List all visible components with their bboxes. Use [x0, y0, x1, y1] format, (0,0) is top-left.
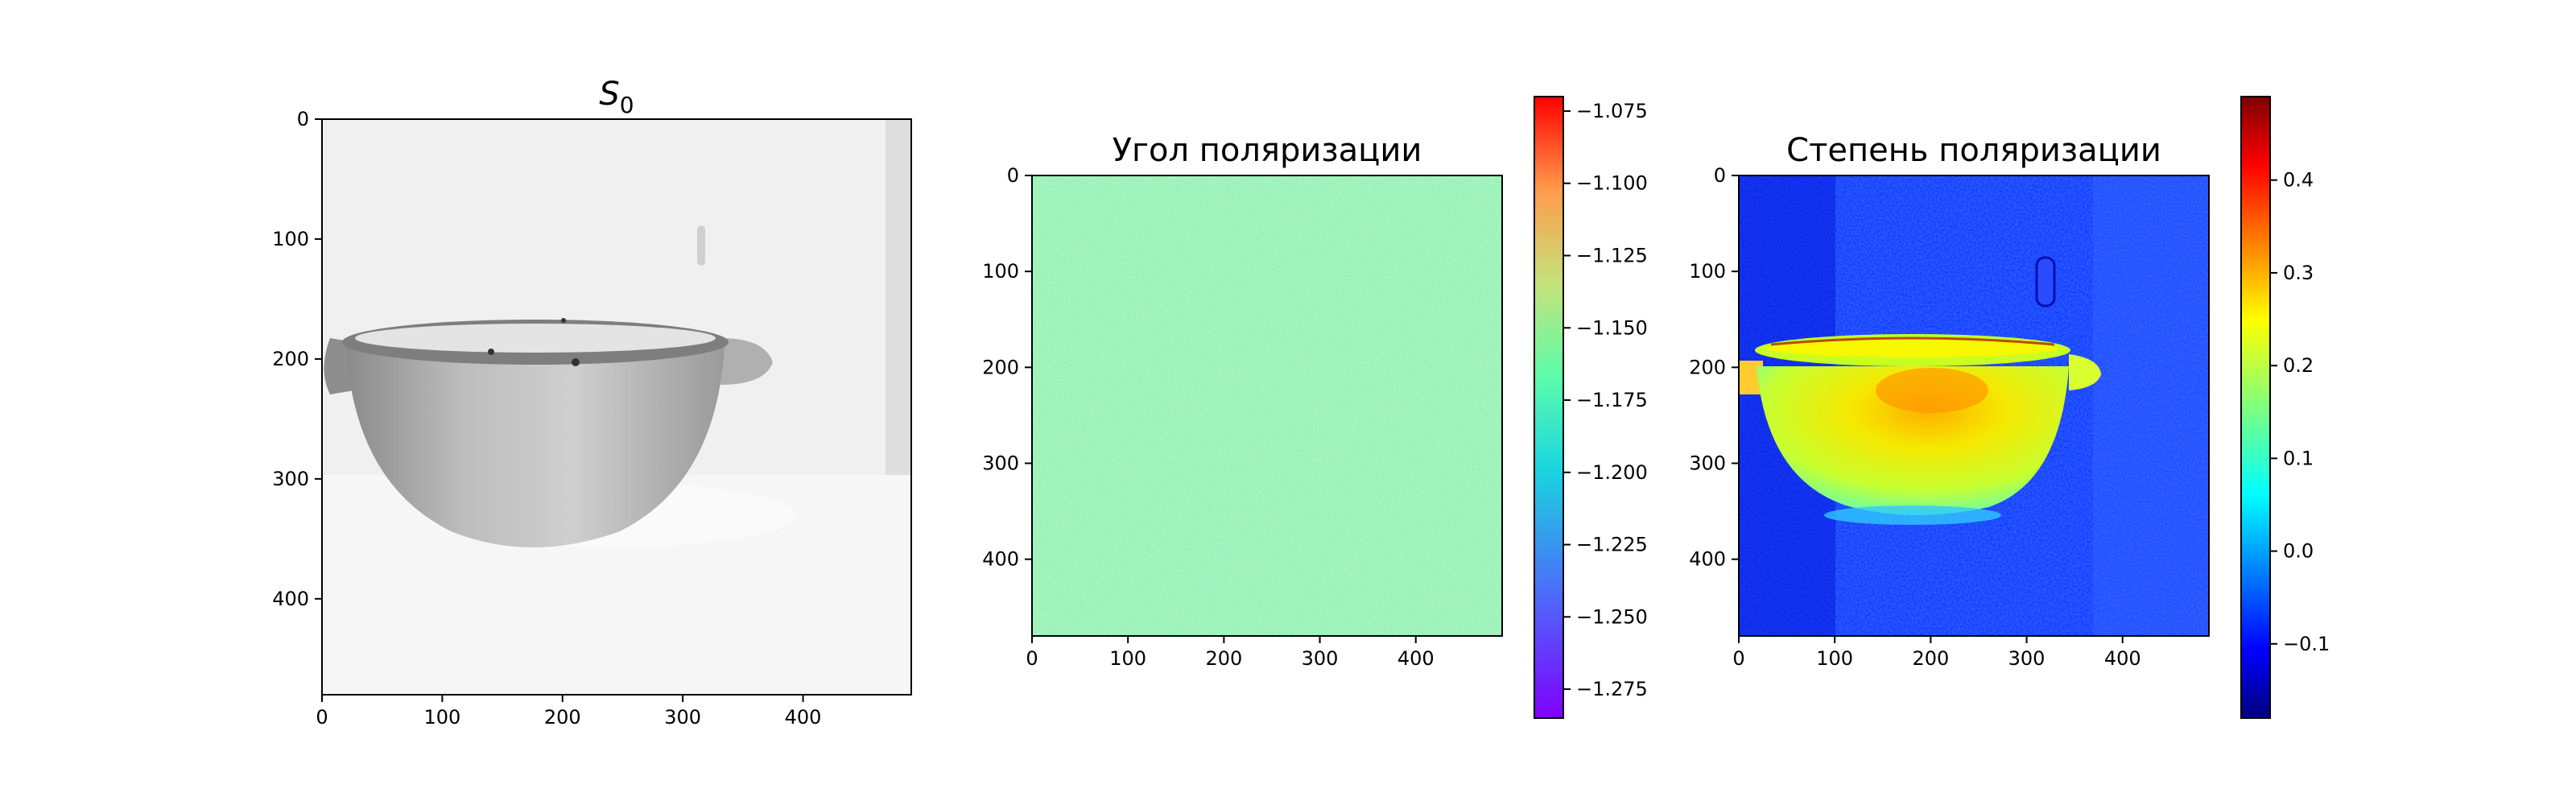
y-tick-label: 100 [982, 260, 1019, 283]
colorbar-tick-label: 0.4 [2283, 169, 2314, 192]
colorbar-tick-label: −1.150 [1576, 316, 1648, 339]
x-tick-label: 400 [2104, 647, 2141, 670]
panel-degree: Степень поляризации 0 100 200 300 400 0 100 20… [1689, 96, 2330, 719]
x-tick-label: 400 [785, 706, 822, 729]
y-tick-label: 0 [1007, 164, 1019, 187]
panel-degree-y-axis: 0 100 200 300 400 [1689, 164, 1739, 571]
panel-s0-x-axis: 0 100 200 300 400 [316, 695, 821, 729]
panel-s0: S0 0 100 200 300 400 0 100 200 300 400 [272, 76, 912, 729]
panel-angle-x-axis: 0 100 200 300 400 [1026, 636, 1435, 670]
colorbar-tick-label: 0.3 [2283, 262, 2314, 284]
panel-degree-x-axis: 0 100 200 300 400 [1732, 636, 2141, 670]
y-tick-label: 200 [982, 356, 1019, 378]
x-tick-label: 0 [1026, 647, 1038, 670]
colorbar-tick-label: −0.1 [2283, 633, 2330, 655]
y-tick-label: 0 [297, 108, 309, 130]
colorbar-tick-label: 0.2 [2283, 354, 2314, 377]
panel-angle-colorbar-ticks: −1.075 −1.100 −1.125 −1.150 −1.175 −1.200 −1.2… [1563, 100, 1648, 700]
x-tick-label: 400 [1397, 647, 1435, 670]
panel-s0-y-axis: 0 100 200 300 400 [272, 108, 322, 610]
y-tick-label: 300 [1689, 452, 1726, 475]
panel-angle-title: Угол поляризации [1113, 132, 1422, 169]
panel-s0-image [322, 119, 911, 695]
colorbar-tick-label: −1.075 [1576, 100, 1648, 122]
colorbar-tick-label: −1.175 [1576, 389, 1648, 411]
x-tick-label: 300 [2008, 647, 2046, 670]
x-tick-label: 100 [1816, 647, 1853, 670]
y-tick-label: 100 [1689, 260, 1726, 283]
colorbar-tick-label: 0.0 [2283, 540, 2314, 563]
y-tick-label: 200 [272, 348, 309, 370]
panel-degree-frame [1738, 175, 2210, 637]
colorbar-tick-label: −1.125 [1576, 244, 1648, 266]
x-tick-label: 200 [1912, 647, 1949, 670]
panel-angle-image [1032, 175, 1502, 636]
colorbar-tick-label: −1.200 [1576, 461, 1648, 484]
colorbar-tick-label: 0.1 [2283, 447, 2314, 469]
panel-degree-image [1739, 175, 2209, 636]
y-tick-label: 100 [272, 228, 309, 250]
colorbar-tick-label: −1.225 [1576, 534, 1648, 556]
y-tick-label: 200 [1689, 356, 1726, 378]
x-tick-label: 0 [316, 706, 328, 729]
panel-angle-colorbar [1534, 96, 1564, 719]
panel-s0-frame [321, 118, 912, 696]
y-tick-label: 0 [1714, 164, 1726, 187]
x-tick-label: 300 [1302, 647, 1339, 670]
colorbar-tick-label: −1.275 [1576, 678, 1648, 700]
panel-degree-title: Степень поляризации [1786, 132, 2161, 169]
x-tick-label: 100 [423, 706, 460, 729]
panel-s0-title: S0 [599, 76, 634, 118]
panel-degree-colorbar-ticks: 0.4 0.3 0.2 0.1 0.0 −0.1 [2270, 169, 2330, 655]
y-tick-label: 300 [982, 452, 1019, 475]
y-tick-label: 400 [272, 588, 309, 610]
panel-angle-y-axis: 0 100 200 300 400 [982, 164, 1032, 571]
colorbar-tick-label: −1.100 [1576, 172, 1648, 195]
y-tick-label: 400 [982, 548, 1019, 571]
panel-degree-colorbar [2240, 96, 2271, 719]
x-tick-label: 300 [664, 706, 701, 729]
x-tick-label: 200 [544, 706, 581, 729]
colorbar-tick-label: −1.250 [1576, 605, 1648, 628]
x-tick-label: 100 [1109, 647, 1146, 670]
y-tick-label: 400 [1689, 548, 1726, 571]
panel-angle: Угол поляризации 0 100 200 300 400 0 100 200 30… [982, 96, 1648, 719]
y-tick-label: 300 [272, 468, 309, 490]
x-tick-label: 0 [1732, 647, 1744, 670]
panel-angle-frame [1031, 175, 1503, 637]
x-tick-label: 200 [1205, 647, 1242, 670]
